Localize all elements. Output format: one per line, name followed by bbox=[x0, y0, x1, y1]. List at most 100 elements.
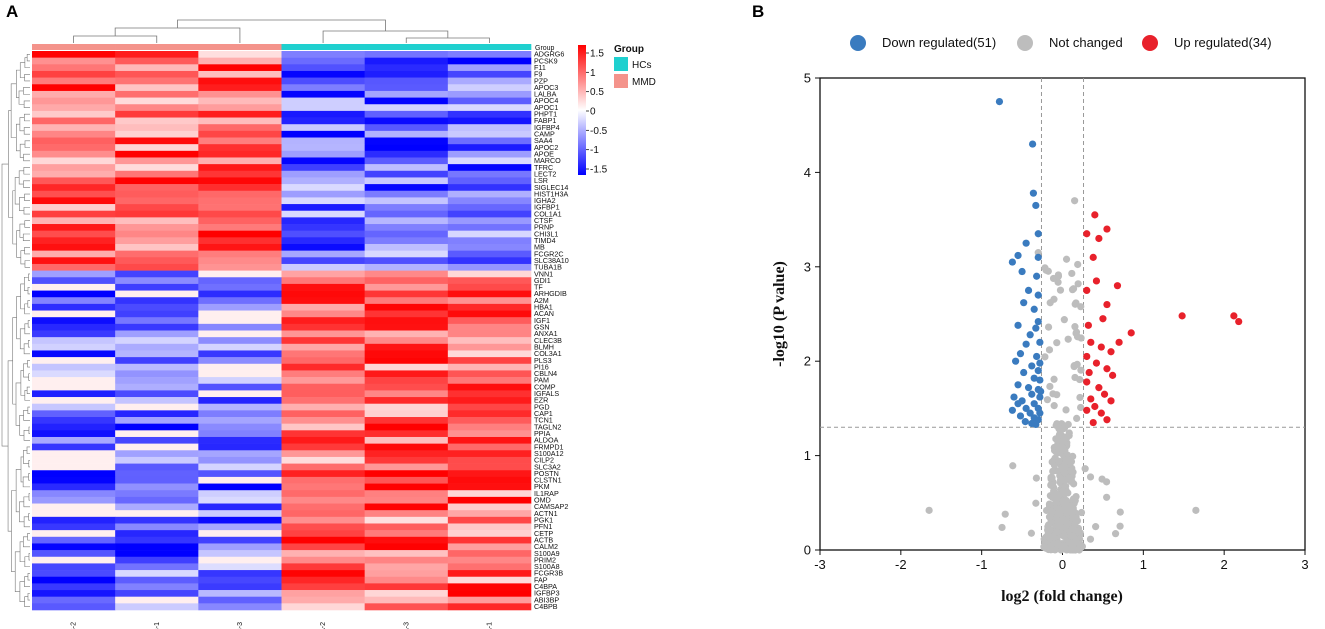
heatmap-cell bbox=[364, 363, 449, 371]
point-not-changed bbox=[1062, 406, 1070, 414]
heatmap-cell bbox=[32, 110, 116, 118]
heatmap-cell bbox=[447, 443, 532, 451]
heatmap-cell bbox=[32, 470, 116, 478]
point-not-changed bbox=[1068, 269, 1076, 278]
heatmap-cell bbox=[281, 77, 365, 85]
heatmap-cell bbox=[281, 463, 365, 471]
heatmap-cell bbox=[281, 417, 365, 424]
point-not-changed bbox=[1044, 323, 1053, 331]
point-not-changed bbox=[1116, 522, 1124, 530]
heatmap-cell bbox=[364, 237, 449, 245]
heatmap-cell bbox=[115, 130, 199, 138]
heatmap-cell bbox=[32, 124, 116, 132]
point-down-regulated bbox=[1034, 230, 1042, 238]
heatmap-cell bbox=[447, 383, 532, 391]
heatmap-cell bbox=[281, 277, 365, 285]
point-not-changed bbox=[1045, 346, 1054, 354]
heatmap-cell bbox=[447, 263, 532, 271]
dendrogram-branch bbox=[20, 370, 25, 396]
gene-label: ACTB bbox=[534, 535, 553, 544]
gene-label: MARCO bbox=[534, 156, 561, 165]
gene-label: ACTN1 bbox=[534, 509, 558, 518]
heatmap-cell bbox=[281, 51, 365, 58]
heatmap-cell bbox=[198, 436, 282, 444]
y-tick-label: 5 bbox=[804, 71, 811, 86]
point-down-regulated bbox=[1028, 390, 1036, 398]
group-bar-label: Group bbox=[535, 45, 555, 52]
gene-label: A2M bbox=[534, 296, 549, 305]
point-not-changed bbox=[1059, 517, 1067, 525]
heatmap-cell bbox=[447, 476, 532, 484]
heatmap-cell bbox=[32, 170, 116, 178]
heatmap-cell bbox=[32, 224, 116, 231]
heatmap-cell bbox=[198, 536, 282, 544]
heatmap-cell bbox=[198, 596, 282, 604]
gene-label: C4BPB bbox=[534, 602, 558, 611]
heatmap-cell bbox=[364, 90, 449, 98]
heatmap-cell bbox=[115, 536, 199, 544]
heatmap-cell bbox=[32, 423, 116, 431]
dendrogram-branch bbox=[322, 30, 449, 43]
heatmap-cell bbox=[115, 250, 199, 258]
point-not-changed bbox=[1049, 493, 1057, 502]
heatmap-cell bbox=[32, 117, 116, 125]
heatmap-cell bbox=[115, 97, 199, 105]
heatmap-cell bbox=[115, 350, 199, 358]
heatmap-cell bbox=[115, 117, 199, 125]
point-not-changed bbox=[1065, 474, 1073, 482]
heatmap-cell bbox=[32, 57, 116, 65]
heatmap-cell bbox=[447, 470, 532, 478]
heatmap-cell bbox=[198, 350, 282, 358]
heatmap-cell bbox=[115, 503, 199, 511]
gene-label: C4BPA bbox=[534, 582, 557, 591]
point-not-changed bbox=[1076, 540, 1084, 548]
point-down-regulated bbox=[1034, 317, 1042, 326]
point-down-regulated bbox=[1036, 338, 1044, 346]
gene-label: CHI3L1 bbox=[534, 229, 558, 238]
gene-label: APOC1 bbox=[534, 103, 558, 112]
heatmap-cell bbox=[32, 177, 116, 185]
heatmap-cell bbox=[198, 516, 282, 524]
heatmap-cell bbox=[115, 603, 199, 611]
point-down-regulated bbox=[1016, 350, 1025, 358]
gene-label: CAP1 bbox=[534, 409, 553, 418]
heatmap-cell bbox=[115, 543, 199, 551]
dendrogram-branch bbox=[28, 513, 30, 521]
heatmap-cell bbox=[32, 550, 116, 558]
gene-label: SAA4 bbox=[534, 136, 552, 145]
heatmap-cell bbox=[115, 184, 199, 192]
heatmap-cell bbox=[364, 390, 449, 398]
point-not-changed bbox=[1009, 462, 1017, 470]
heatmap-cell bbox=[447, 430, 532, 438]
point-up-regulated bbox=[1115, 338, 1123, 346]
point-not-changed bbox=[1053, 339, 1061, 347]
heatmap-cell bbox=[32, 137, 116, 145]
gene-label: PHPT1 bbox=[534, 110, 557, 119]
point-up-regulated bbox=[1089, 253, 1097, 261]
gene-label: ABI3BP bbox=[534, 595, 559, 604]
heatmap-cell bbox=[281, 97, 365, 105]
point-not-changed bbox=[1048, 474, 1056, 482]
heatmap-cell bbox=[281, 177, 365, 185]
heatmap-cell bbox=[281, 563, 365, 571]
heatmap-cell bbox=[198, 177, 282, 185]
dendrogram-branch bbox=[23, 449, 29, 464]
heatmap-cell bbox=[364, 303, 449, 311]
heatmap-cell bbox=[364, 570, 449, 578]
heatmap-cell bbox=[447, 410, 532, 418]
dendrogram-branch bbox=[24, 113, 30, 122]
heatmap-cell bbox=[447, 283, 532, 291]
heatmap-cell bbox=[364, 456, 449, 464]
heatmap-cell bbox=[364, 117, 449, 125]
heatmap-cell bbox=[32, 343, 116, 351]
heatmap-cell bbox=[32, 556, 116, 564]
heatmap-cell bbox=[32, 590, 116, 597]
dendrogram-branch bbox=[23, 536, 30, 548]
heatmap-cell bbox=[32, 496, 116, 504]
heatmap-cell bbox=[115, 210, 199, 218]
point-up-regulated bbox=[1095, 234, 1103, 243]
gene-label: ADGRG6 bbox=[534, 50, 564, 59]
heatmap-cell bbox=[115, 530, 199, 538]
heatmap-cell bbox=[447, 490, 532, 498]
point-down-regulated bbox=[1037, 387, 1045, 396]
